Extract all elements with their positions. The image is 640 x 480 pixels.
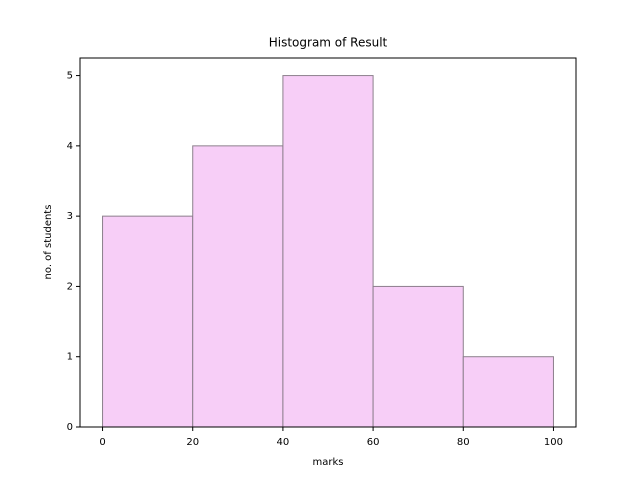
bar xyxy=(192,145,284,428)
y-tick-label: 4 xyxy=(67,141,73,152)
bar xyxy=(372,285,464,428)
bar xyxy=(282,75,374,428)
y-tick-label: 5 xyxy=(67,71,73,82)
x-tick-label: 100 xyxy=(544,437,563,448)
y-tick-label: 2 xyxy=(67,281,73,292)
y-axis-label: no. of students xyxy=(43,205,54,280)
y-tick-label: 0 xyxy=(67,422,73,433)
bar xyxy=(102,215,194,428)
plot-frame xyxy=(79,57,577,428)
x-tick-label: 80 xyxy=(457,437,470,448)
x-tick-label: 40 xyxy=(277,437,290,448)
x-tick-label: 20 xyxy=(186,437,199,448)
chart-title: Histogram of Result xyxy=(269,36,388,50)
x-tick-label: 0 xyxy=(99,437,105,448)
y-tick-label: 1 xyxy=(67,352,73,363)
y-tick-label: 3 xyxy=(67,211,73,222)
bar xyxy=(462,356,554,428)
x-tick-label: 60 xyxy=(367,437,380,448)
x-axis-label: marks xyxy=(313,457,344,468)
